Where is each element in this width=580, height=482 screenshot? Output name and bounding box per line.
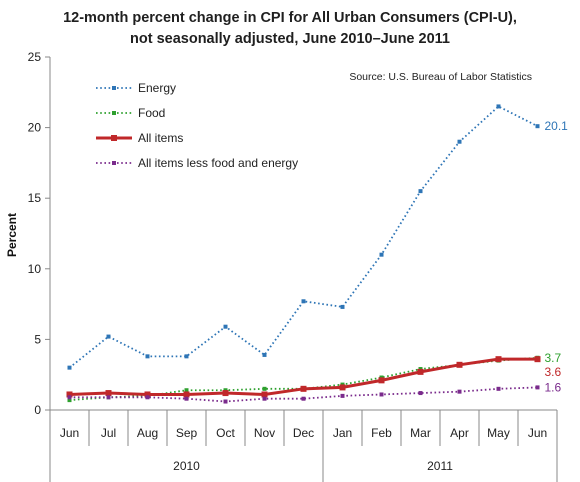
y-tick-label: 15	[28, 191, 42, 205]
data-point	[262, 386, 267, 391]
data-point	[301, 299, 306, 304]
data-point	[262, 396, 267, 401]
data-point	[379, 392, 384, 397]
data-point	[222, 390, 229, 397]
data-point	[223, 324, 228, 329]
legend: Energy Food All items All items less food a…	[96, 81, 298, 170]
x-tick-label: Feb	[371, 426, 392, 440]
x-tick-label: Jan	[333, 426, 352, 440]
y-tick-label: 20	[28, 121, 42, 135]
axes: 0 5 10 15 20 25 Jun Jul Aug Sep Oct Nov Dec Jan Feb Mar…	[28, 50, 558, 482]
data-point	[301, 396, 306, 401]
data-point	[184, 354, 189, 359]
chart-title-line-1: 12-month percent change in CPI for All U…	[63, 10, 517, 26]
x-tick-label: Jun	[528, 426, 547, 440]
x-tick-label: May	[487, 426, 510, 440]
legend-label: Energy	[138, 81, 176, 95]
data-point	[340, 304, 345, 309]
data-point	[67, 398, 72, 403]
data-point	[456, 361, 463, 368]
data-point	[144, 391, 151, 398]
data-point	[418, 391, 423, 396]
data-point	[535, 124, 540, 129]
y-tick-label: 0	[34, 403, 41, 417]
year-group-label: 2011	[427, 459, 453, 473]
legend-label: All items less food and energy	[138, 156, 298, 170]
x-tick-label: Dec	[293, 426, 314, 440]
data-point	[339, 384, 346, 391]
legend-swatch-marker	[111, 135, 117, 141]
data-point	[457, 389, 462, 394]
x-tick-label: Jun	[60, 426, 79, 440]
end-labels: 20.1 3.73.61.6	[545, 119, 569, 394]
data-point	[496, 104, 501, 109]
series-group	[66, 104, 541, 404]
y-tick-label: 5	[34, 332, 41, 346]
data-point	[106, 334, 111, 339]
x-tick-label: Jul	[101, 426, 116, 440]
y-tick-label: 25	[28, 50, 42, 64]
x-tick-label: Mar	[410, 426, 431, 440]
data-point	[300, 385, 307, 392]
legend-swatch-marker	[112, 161, 116, 165]
legend-label: Food	[138, 106, 165, 120]
data-point	[67, 395, 72, 400]
data-point	[262, 352, 267, 357]
series-end-label: 20.1	[545, 119, 569, 133]
data-point	[67, 365, 72, 370]
data-point	[145, 354, 150, 359]
data-point	[261, 391, 268, 398]
data-point	[495, 356, 502, 363]
data-point	[378, 377, 385, 384]
source-note: Source: U.S. Bureau of Labor Statistics	[349, 71, 532, 83]
series-end-label: 1.6	[545, 380, 562, 394]
data-point	[340, 393, 345, 398]
data-point	[105, 390, 112, 397]
x-tick-label: Nov	[254, 426, 275, 440]
data-point	[457, 139, 462, 144]
legend-label: All items	[138, 131, 183, 145]
data-point	[106, 395, 111, 400]
series-end-label: 3.6	[545, 365, 562, 379]
x-tick-label: Aug	[137, 426, 158, 440]
y-axis-title: Percent	[5, 213, 19, 257]
data-point	[535, 385, 540, 390]
data-point	[184, 388, 189, 393]
x-tick-label: Apr	[450, 426, 469, 440]
series-line	[68, 105, 538, 369]
chart-title-line-2: not seasonally adjusted, June 2010–June …	[130, 31, 450, 47]
legend-swatch-marker	[112, 86, 116, 90]
data-point	[223, 399, 228, 404]
x-tick-label: Oct	[216, 426, 235, 440]
x-tick-label: Sep	[176, 426, 198, 440]
data-point	[496, 386, 501, 391]
data-point	[183, 391, 190, 398]
year-group-label: 2010	[173, 459, 200, 473]
data-point	[379, 252, 384, 257]
y-tick-label: 10	[28, 262, 42, 276]
data-point	[418, 189, 423, 194]
data-point	[145, 395, 150, 400]
data-point	[534, 356, 541, 363]
data-point	[184, 396, 189, 401]
legend-swatch-marker	[112, 111, 116, 115]
data-point	[66, 391, 73, 398]
data-point	[417, 368, 424, 375]
series-end-label: 3.7	[545, 351, 562, 365]
